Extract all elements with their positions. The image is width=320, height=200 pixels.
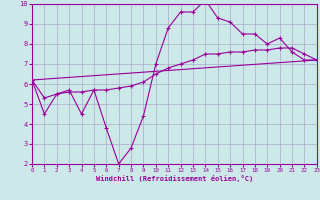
X-axis label: Windchill (Refroidissement éolien,°C): Windchill (Refroidissement éolien,°C) (96, 175, 253, 182)
